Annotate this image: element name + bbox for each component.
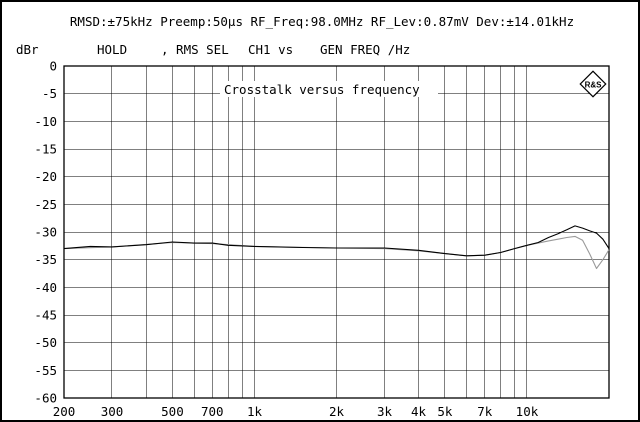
x-quantity-label: GEN FREQ /Hz	[320, 42, 410, 57]
chart-title-background	[220, 81, 438, 97]
y-tick-label: -25	[34, 197, 57, 212]
rohde-schwarz-logo: R&S	[579, 70, 607, 98]
chart-title: Crosstalk versus frequency	[224, 82, 420, 97]
measurement-settings-line: RMSD:±75kHz Preemp:50μs RF_Freq:98.0MHz …	[69, 14, 575, 29]
y-tick-label: -5	[42, 86, 57, 101]
x-tick-label: 5k	[437, 404, 453, 419]
x-tick-label: 4k	[411, 404, 427, 419]
svg-text:R&S: R&S	[585, 81, 603, 90]
y-tick-label: 0	[49, 59, 57, 74]
x-tick-label: 500	[161, 404, 184, 419]
x-tick-label: 3k	[377, 404, 393, 419]
hold-indicator: HOLD	[97, 42, 127, 57]
x-tick-label: 200	[53, 404, 76, 419]
y-tick-label: -30	[34, 225, 57, 240]
plot-frame	[63, 65, 610, 399]
y-tick-label: -40	[34, 280, 57, 295]
detector-label: , RMS SEL	[161, 42, 229, 57]
x-tick-label: 1k	[247, 404, 263, 419]
y-tick-labels: 0 -5 -10 -15 -20 -25 -30 -35 -40 -45 -50 -55 -60	[34, 59, 57, 406]
y-tick-label: -55	[34, 363, 57, 378]
y-tick-label: -20	[34, 169, 57, 184]
y-tick-label: -45	[34, 308, 57, 323]
x-tick-label: 2k	[329, 404, 345, 419]
y-tick-label: -10	[34, 114, 57, 129]
channel-label: CH1 vs	[248, 42, 293, 57]
y-tick-label: -60	[34, 391, 57, 406]
y-tick-label: -50	[34, 335, 57, 350]
data-traces	[63, 225, 610, 270]
y-unit-label: dBr	[16, 42, 39, 57]
grid	[63, 65, 610, 399]
y-tick-label: -15	[34, 142, 57, 157]
y-tick-label: -35	[34, 252, 57, 267]
x-tick-label: 10k	[516, 404, 539, 419]
x-tick-label: 700	[201, 404, 224, 419]
x-tick-label: 300	[101, 404, 124, 419]
trace-main	[63, 225, 610, 257]
x-tick-labels: 200 300 500 700 1k 2k 3k 4k 5k 7k 10k	[53, 404, 539, 419]
x-tick-label: 7k	[477, 404, 493, 419]
